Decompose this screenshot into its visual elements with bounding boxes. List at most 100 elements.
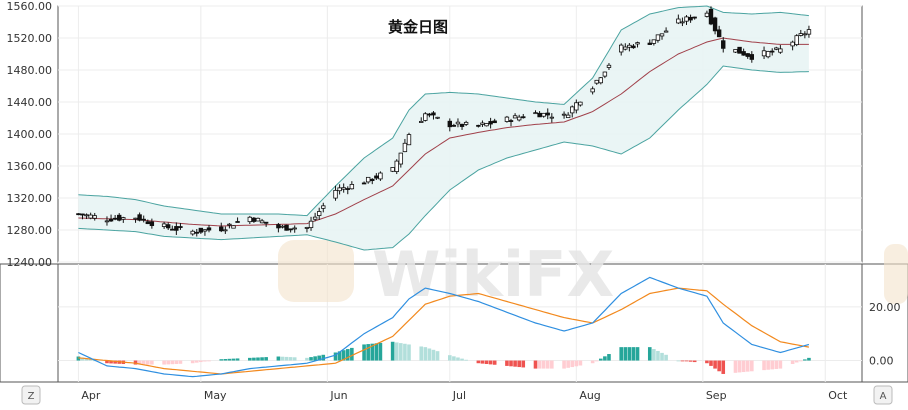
candle-body xyxy=(684,16,689,22)
candle-body xyxy=(292,227,297,230)
histogram-bar xyxy=(790,360,795,364)
histogram-bar xyxy=(798,360,803,362)
histogram-bar xyxy=(803,359,807,361)
price-tick-label: 1440.00 xyxy=(7,96,53,109)
candle-body xyxy=(774,47,779,50)
candle-body xyxy=(423,113,428,121)
histogram-bar xyxy=(366,344,370,361)
histogram-bar xyxy=(194,360,199,363)
candle-body xyxy=(398,152,404,165)
price-tick-label: 1400.00 xyxy=(7,128,53,141)
histogram-bar xyxy=(203,360,207,362)
candle-body xyxy=(108,218,114,222)
candle-body xyxy=(676,18,681,24)
candle-body xyxy=(488,121,493,125)
histogram-bar xyxy=(676,360,681,362)
candle-body xyxy=(402,142,408,153)
bollinger-upper-line xyxy=(78,5,809,217)
candle-body xyxy=(198,227,204,233)
candle-body xyxy=(570,106,575,114)
price-tick-label: 1320.00 xyxy=(7,192,53,205)
candle-body xyxy=(708,8,714,25)
histogram-bar xyxy=(566,360,570,368)
histogram-bar xyxy=(452,356,456,361)
histogram-bar xyxy=(288,357,293,361)
histogram-bar xyxy=(647,347,652,361)
candle-body xyxy=(312,216,318,220)
candle-body xyxy=(349,184,355,190)
candle-body xyxy=(121,217,126,220)
bollinger-lower-line xyxy=(78,65,809,251)
candle-body xyxy=(541,112,546,117)
histogram-bar xyxy=(627,347,632,361)
candle-body xyxy=(619,44,624,53)
candle-body xyxy=(141,218,146,221)
histogram-bar xyxy=(337,351,342,361)
histogram-bar xyxy=(370,343,375,361)
bollinger-middle-line xyxy=(78,37,809,227)
price-tick-label: 1480.00 xyxy=(7,64,53,77)
candle-body xyxy=(227,223,232,226)
histogram-bar xyxy=(248,357,252,361)
candle-body xyxy=(161,223,167,227)
candle-body xyxy=(476,124,481,127)
candle-body xyxy=(104,220,110,223)
histogram-bar xyxy=(603,356,607,361)
histogram-bar xyxy=(533,360,538,369)
candle-body xyxy=(259,220,265,224)
histogram-bar xyxy=(260,357,264,361)
x-tick-label: Jul xyxy=(452,389,466,402)
watermark-logo xyxy=(278,240,354,302)
candle-body xyxy=(655,34,661,41)
candle-body xyxy=(688,16,693,21)
macd-tick-label: 20.00 xyxy=(869,301,901,314)
candle-body xyxy=(88,214,93,219)
macd-tick-label: 0.00 xyxy=(869,355,894,368)
watermark-logo-right xyxy=(884,244,908,304)
candle-body xyxy=(765,51,771,58)
histogram-bar xyxy=(166,360,170,365)
histogram-bar xyxy=(509,360,513,367)
histogram-bar xyxy=(578,360,583,366)
histogram-bar xyxy=(394,342,399,361)
histogram-bar xyxy=(419,346,424,361)
histogram-bar xyxy=(745,360,750,372)
histogram-bar xyxy=(219,359,224,361)
histogram-bar xyxy=(235,358,240,361)
candle-body xyxy=(365,176,371,183)
footer-left-button[interactable] xyxy=(21,385,41,405)
histogram-bar xyxy=(492,360,497,365)
candle-body xyxy=(737,46,742,54)
histogram-bar xyxy=(390,341,395,361)
histogram-bar xyxy=(399,343,403,361)
candle-body xyxy=(680,21,685,24)
candle-body xyxy=(284,224,289,231)
histogram-bar xyxy=(741,360,746,373)
x-tick-label: May xyxy=(204,389,227,402)
histogram-bar xyxy=(113,360,117,364)
histogram-bar xyxy=(570,360,575,368)
candle-body xyxy=(231,225,236,229)
x-tick-label: Sep xyxy=(706,389,727,402)
histogram-bar xyxy=(464,359,468,361)
histogram-bar xyxy=(774,360,779,369)
candle-body xyxy=(321,205,326,209)
candle-body xyxy=(361,182,367,185)
histogram-bar xyxy=(521,360,526,368)
candle-body xyxy=(276,224,281,229)
candle-body xyxy=(574,102,579,111)
macd-pane-frame xyxy=(0,263,908,383)
histogram-bar xyxy=(684,360,689,362)
candle-body xyxy=(137,214,142,221)
histogram-bar xyxy=(141,360,146,365)
footer-right-button[interactable] xyxy=(873,385,893,405)
candle-body xyxy=(451,124,457,127)
candle-body xyxy=(533,112,538,115)
histogram-bar xyxy=(484,360,489,364)
histogram-bar xyxy=(309,357,313,361)
histogram-bar xyxy=(264,357,268,361)
macd-indicator xyxy=(76,276,811,378)
candle-body xyxy=(561,113,567,116)
candle-body xyxy=(463,121,469,125)
